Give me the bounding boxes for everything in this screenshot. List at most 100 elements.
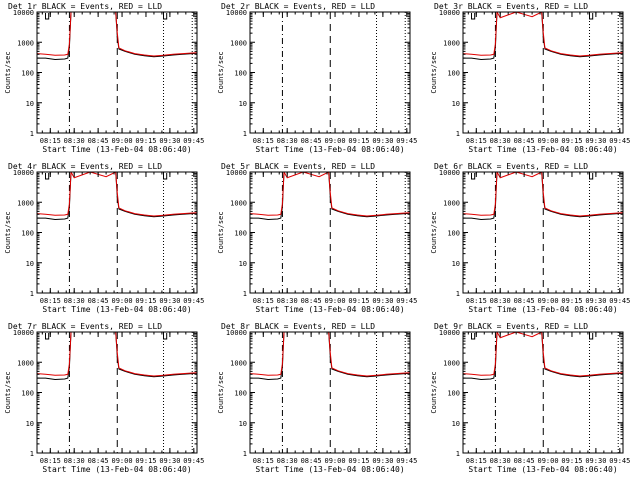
y-tick-label: 100	[21, 230, 34, 238]
chart-title: Det 3r BLACK = Events, RED = LLD	[434, 2, 588, 11]
y-tick-label: 1	[30, 290, 34, 298]
y-tick-label: 1	[456, 450, 460, 458]
y-tick-label: 10000	[226, 9, 247, 17]
x-tick-label: 08:30	[277, 297, 298, 305]
chart-title: Det 9r BLACK = Events, RED = LLD	[434, 322, 588, 331]
x-tick-label: 09:30	[372, 137, 393, 145]
x-tick-label: 09:15	[135, 457, 156, 465]
lld-series-line	[37, 12, 197, 57]
x-tick-label: 09:15	[561, 297, 582, 305]
y-tick-label: 100	[21, 390, 34, 398]
x-tick-label: 09:45	[396, 457, 417, 465]
x-tick-label: 09:00	[538, 137, 559, 145]
y-tick-label: 1000	[443, 199, 460, 207]
x-tick-label: 08:30	[64, 297, 85, 305]
x-tick-label: 09:45	[396, 297, 417, 305]
x-tick-label: 08:15	[466, 137, 487, 145]
y-tick-label: 1	[243, 450, 247, 458]
y-tick-label: 10000	[439, 9, 460, 17]
x-tick-label: 09:45	[609, 297, 630, 305]
lld-series-line	[250, 332, 410, 377]
x-tick-label: 09:30	[372, 297, 393, 305]
y-tick-label: 100	[447, 390, 460, 398]
x-tick-label: 09:30	[585, 297, 606, 305]
y-axis-label: Counts/sec	[430, 371, 438, 413]
lld-series-line	[37, 332, 197, 377]
x-tick-label: 09:00	[538, 297, 559, 305]
y-tick-label: 1	[30, 450, 34, 458]
y-tick-label: 10	[239, 100, 247, 108]
y-tick-label: 1	[30, 130, 34, 138]
y-tick-label: 10	[452, 100, 460, 108]
x-axis-label: Start Time (13-Feb-04 08:06:40)	[468, 145, 617, 154]
chart-panel-8: Det 8r BLACK = Events, RED = LLD Counts/s…	[217, 322, 417, 474]
y-tick-label: 1	[243, 130, 247, 138]
x-tick-label: 09:15	[561, 137, 582, 145]
y-tick-label: 10	[26, 100, 34, 108]
x-tick-label: 08:30	[64, 137, 85, 145]
y-tick-label: 1000	[230, 39, 247, 47]
notch-marker	[45, 173, 50, 180]
y-tick-label: 10	[26, 420, 34, 428]
x-tick-label: 08:15	[253, 297, 274, 305]
y-tick-label: 100	[234, 70, 247, 78]
lld-series-line	[463, 12, 623, 57]
y-tick-label: 10	[452, 420, 460, 428]
x-tick-label: 09:00	[538, 457, 559, 465]
plot-area	[37, 332, 197, 453]
plot-area	[37, 12, 197, 133]
x-tick-label: 09:00	[325, 137, 346, 145]
plot-area	[281, 12, 406, 133]
plot-area	[463, 332, 623, 453]
x-tick-label: 08:30	[490, 137, 511, 145]
chart-title: Det 5r BLACK = Events, RED = LLD	[221, 162, 375, 171]
x-tick-label: 08:15	[466, 457, 487, 465]
plot-area	[463, 172, 623, 293]
x-tick-label: 09:45	[183, 297, 204, 305]
y-tick-label: 10	[452, 260, 460, 268]
x-axis-label: Start Time (13-Feb-04 08:06:40)	[42, 465, 191, 474]
x-tick-label: 09:45	[183, 137, 204, 145]
y-tick-label: 100	[21, 70, 34, 78]
notch-marker	[163, 333, 168, 340]
x-axis-label: Start Time (13-Feb-04 08:06:40)	[255, 145, 404, 154]
y-axis-label: Counts/sec	[430, 211, 438, 253]
notch-marker	[45, 13, 50, 20]
lld-series-line	[463, 332, 623, 377]
x-tick-label: 09:15	[135, 297, 156, 305]
x-axis-label: Start Time (13-Feb-04 08:06:40)	[468, 465, 617, 474]
x-tick-label: 09:00	[112, 137, 133, 145]
plot-area	[37, 172, 197, 293]
chart-panel-6: Det 6r BLACK = Events, RED = LLD Counts/s…	[430, 162, 630, 314]
x-tick-label: 08:45	[514, 297, 535, 305]
y-axis-label: Counts/sec	[4, 51, 12, 93]
x-tick-label: 09:15	[348, 457, 369, 465]
chart-title: Det 2r BLACK = Events, RED = LLD	[221, 2, 375, 11]
x-tick-label: 09:15	[561, 457, 582, 465]
x-tick-label: 08:30	[277, 137, 298, 145]
notch-marker	[589, 13, 594, 20]
chart-panel-5: Det 5r BLACK = Events, RED = LLD Counts/s…	[217, 162, 417, 314]
x-tick-label: 09:15	[348, 297, 369, 305]
x-tick-label: 08:30	[490, 457, 511, 465]
x-tick-label: 09:00	[112, 297, 133, 305]
x-tick-label: 08:15	[253, 137, 274, 145]
x-tick-label: 08:45	[301, 297, 322, 305]
y-tick-label: 1	[243, 290, 247, 298]
plot-area	[463, 12, 623, 133]
x-tick-label: 08:45	[301, 137, 322, 145]
chart-panel-3: Det 3r BLACK = Events, RED = LLD Counts/s…	[430, 2, 630, 154]
y-tick-label: 1000	[17, 39, 34, 47]
chart-title: Det 8r BLACK = Events, RED = LLD	[221, 322, 375, 331]
y-tick-label: 10000	[13, 169, 34, 177]
chart-title: Det 7r BLACK = Events, RED = LLD	[8, 322, 162, 331]
x-tick-label: 08:30	[277, 457, 298, 465]
x-tick-label: 08:15	[253, 457, 274, 465]
y-tick-label: 1	[456, 130, 460, 138]
y-tick-label: 1000	[17, 199, 34, 207]
notch-marker	[589, 173, 594, 180]
x-tick-label: 09:15	[348, 137, 369, 145]
chart-title: Det 4r BLACK = Events, RED = LLD	[8, 162, 162, 171]
y-axis-label: Counts/sec	[217, 371, 225, 413]
lld-series-line	[37, 172, 197, 217]
